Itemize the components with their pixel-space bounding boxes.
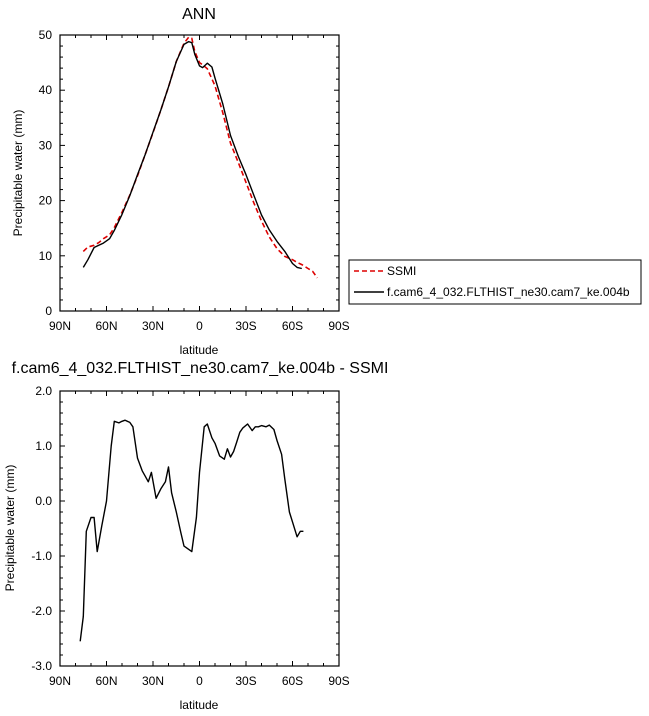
top-chart-xlabel: latitude bbox=[180, 343, 219, 357]
y-tick-label: 30 bbox=[39, 138, 53, 152]
bottom-chart-frame bbox=[59, 390, 340, 667]
y-tick-label: 0.0 bbox=[35, 494, 52, 508]
y-tick-label: 0 bbox=[45, 304, 52, 318]
x-tick-label: 90N bbox=[49, 319, 71, 333]
x-tick-label: 60N bbox=[95, 674, 117, 688]
y-tick-label: 40 bbox=[39, 83, 53, 97]
top-chart-legend: SSMI f.cam6_4_032.FLTHIST_ne30.cam7_ke.0… bbox=[348, 259, 642, 305]
top-chart-panel: ANN latitude Precipitable water (mm) 90N… bbox=[11, 6, 350, 357]
series-line-model bbox=[79, 419, 304, 642]
legend-box bbox=[348, 259, 642, 305]
bottom-chart-ylabel: Precipitable water (mm) bbox=[3, 465, 17, 592]
x-tick-label: 90S bbox=[328, 319, 349, 333]
top-chart-ticks: 90N 60N 30N 0 30S 60S 90S 0 10 20 30 40 50 bbox=[39, 28, 350, 333]
legend-ssmi-label: SSMI bbox=[387, 264, 416, 278]
bottom-chart-series bbox=[79, 419, 304, 642]
top-chart-series bbox=[82, 36, 318, 279]
x-tick-label: 90S bbox=[328, 674, 349, 688]
y-tick-label: 20 bbox=[39, 194, 53, 208]
x-tick-label: 30N bbox=[142, 319, 164, 333]
x-tick-label: 0 bbox=[196, 674, 203, 688]
x-tick-label: 60N bbox=[95, 319, 117, 333]
x-tick-label: 60S bbox=[282, 674, 303, 688]
bottom-chart-xlabel: latitude bbox=[180, 698, 219, 712]
x-tick-label: 30N bbox=[142, 674, 164, 688]
series-line-model bbox=[82, 40, 302, 270]
x-tick-label: 0 bbox=[196, 319, 203, 333]
series-line-ssmi bbox=[82, 36, 318, 279]
top-chart-ylabel: Precipitable water (mm) bbox=[11, 110, 25, 237]
y-tick-label: 10 bbox=[39, 249, 53, 263]
bottom-chart-title: f.cam6_4_032.FLTHIST_ne30.cam7_ke.004b -… bbox=[12, 360, 389, 377]
bottom-chart-ticks: 90N 60N 30N 0 30S 60S 90S -3.0 -2.0 -1.0 0.0 1.0 2.0 bbox=[31, 384, 349, 688]
top-chart-title: ANN bbox=[182, 6, 216, 23]
y-tick-label: 1.0 bbox=[35, 439, 52, 453]
y-tick-label: 2.0 bbox=[35, 384, 52, 398]
y-tick-label: -1.0 bbox=[31, 549, 52, 563]
x-tick-label: 90N bbox=[49, 674, 71, 688]
y-tick-label: 50 bbox=[39, 28, 53, 42]
y-tick-label: -2.0 bbox=[31, 604, 52, 618]
x-tick-label: 60S bbox=[282, 319, 303, 333]
y-tick-label: -3.0 bbox=[31, 659, 52, 673]
bottom-chart-panel: f.cam6_4_032.FLTHIST_ne30.cam7_ke.004b -… bbox=[3, 360, 388, 712]
x-tick-label: 30S bbox=[235, 674, 256, 688]
x-tick-label: 30S bbox=[235, 319, 256, 333]
legend-model-label: f.cam6_4_032.FLTHIST_ne30.cam7_ke.004b bbox=[387, 285, 630, 299]
top-chart-frame bbox=[59, 34, 340, 312]
